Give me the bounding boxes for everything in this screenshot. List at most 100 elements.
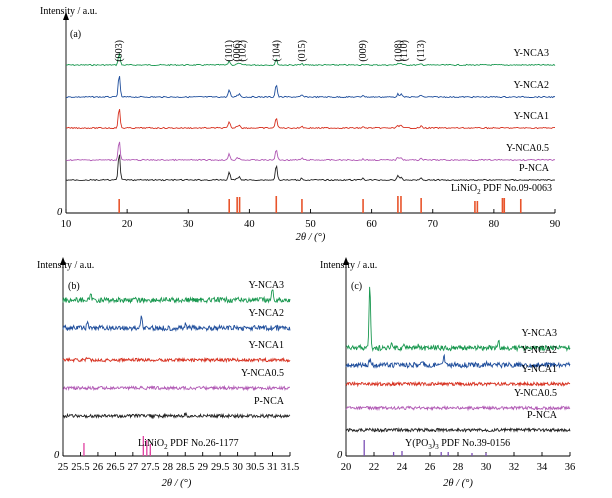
x-tick-label: 10 <box>61 219 72 230</box>
series-trace <box>62 356 291 364</box>
peak-index-label: (003) <box>114 40 125 62</box>
reference-label-rest: PDF No.09-0063 <box>481 183 552 194</box>
reference-label: Y(PO3)3 PDF No.39-0156 <box>405 438 510 451</box>
series-label: P-NCA <box>254 396 285 407</box>
series-label: Y-NCA0.5 <box>514 388 557 399</box>
x-tick-label: 36 <box>565 462 576 473</box>
x-tick-label: 20 <box>341 462 352 473</box>
peak-index-label: (102) <box>238 40 249 62</box>
y-axis-label: Intensity / a.u. <box>320 260 377 271</box>
x-tick-label: 20 <box>122 219 133 230</box>
reference-label-sub2: 3 <box>435 443 439 451</box>
series-trace <box>65 154 556 182</box>
x-tick-label: 28.5 <box>176 462 194 473</box>
series-trace <box>65 108 556 130</box>
x-tick-label: 30 <box>232 462 243 473</box>
series-label: Y-NCA2 <box>521 345 557 356</box>
reference-label-rest: ) <box>432 438 435 449</box>
x-tick-label: 26.5 <box>106 462 124 473</box>
series-label: Y-NCA0.5 <box>241 368 284 379</box>
series-label: Y-NCA3 <box>248 280 284 291</box>
reference-label-main: Y(PO <box>405 438 428 449</box>
x-tick-label: 50 <box>305 219 316 230</box>
x-tick-label: 27 <box>128 462 139 473</box>
x-tick-label: 24 <box>397 462 408 473</box>
x-axis-label: 2θ / (°) <box>296 232 326 243</box>
x-tick-label: 31 <box>267 462 278 473</box>
series-trace <box>65 75 556 99</box>
x-tick-label: 28 <box>163 462 174 473</box>
x-tick-label: 70 <box>428 219 439 230</box>
x-tick-label: 31.5 <box>281 462 299 473</box>
peak-index-label: (101) <box>224 40 235 62</box>
series-label: P-NCA <box>527 410 558 421</box>
reference-label-tail: PDF No.39-0156 <box>439 438 510 449</box>
origin-zero-label: 0 <box>337 450 343 461</box>
x-tick-label: 29.5 <box>211 462 229 473</box>
y-axis-arrow <box>343 257 349 265</box>
series-trace <box>65 141 556 162</box>
panel-letter: (a) <box>70 29 81 40</box>
series-label: Y-NCA1 <box>513 111 549 122</box>
series-trace <box>65 52 556 67</box>
origin-zero-label: 0 <box>57 207 63 218</box>
y-axis-label: Intensity / a.u. <box>37 260 94 271</box>
x-tick-label: 40 <box>244 219 255 230</box>
series-trace <box>62 384 290 392</box>
x-tick-label: 26 <box>93 462 104 473</box>
reference-label-main: LiNiO <box>451 183 477 194</box>
x-tick-label: 25.5 <box>71 462 89 473</box>
series-trace <box>62 315 291 333</box>
x-tick-label: 80 <box>489 219 500 230</box>
x-tick-label: 27.5 <box>141 462 159 473</box>
panel-letter: (b) <box>68 281 80 292</box>
reference-label: LiNiO2 PDF No.09-0063 <box>451 183 552 196</box>
series-trace <box>62 411 291 420</box>
peak-index-label: (113) <box>416 40 427 61</box>
x-tick-label: 28 <box>453 462 464 473</box>
x-tick-label: 30.5 <box>246 462 264 473</box>
x-axis-label: 2θ / (°) <box>443 478 473 489</box>
y-axis-arrow <box>63 12 69 20</box>
panel-letter: (c) <box>351 281 362 292</box>
x-axis-label: 2θ / (°) <box>162 478 192 489</box>
series-label: Y-NCA2 <box>513 80 549 91</box>
x-tick-label: 32 <box>509 462 520 473</box>
series-trace <box>345 427 571 434</box>
reference-label-rest: PDF No.26-1177 <box>168 438 239 449</box>
x-tick-label: 22 <box>369 462 380 473</box>
x-tick-label: 30 <box>481 462 492 473</box>
y-axis-label: Intensity / a.u. <box>40 6 97 17</box>
panel-b: Intensity / a.u. (b) 025 25.5 26 26.5 27 27.5 28… <box>37 257 299 489</box>
peak-index-label: (110) <box>399 40 410 61</box>
x-tick-label: 30 <box>183 219 194 230</box>
peak-index-label: (104) <box>271 40 282 62</box>
series-trace <box>345 380 571 388</box>
peak-index-label: (108) <box>394 40 405 62</box>
x-tick-label: 25 <box>58 462 69 473</box>
x-tick-label: 60 <box>366 219 377 230</box>
series-label: Y-NCA2 <box>248 308 284 319</box>
panel-a: Intensity / a.u. (a) 010 20 30 40 50 60 70 80 90 2θ… <box>40 6 560 243</box>
x-tick-label: 34 <box>537 462 548 473</box>
peak-index-label: (009) <box>358 40 369 62</box>
series-label: P-NCA <box>519 163 550 174</box>
panel-c: Intensity / a.u. (c) 020 22 24 26 28 30 32 34 36 2θ… <box>320 257 575 489</box>
x-tick-label: 29 <box>197 462 208 473</box>
series-label: Y-NCA0.5 <box>506 143 549 154</box>
reference-label-main: LiNiO <box>138 438 164 449</box>
series-trace <box>345 286 571 353</box>
x-tick-label: 90 <box>550 219 561 230</box>
reference-label-sub: 3 <box>428 443 432 451</box>
series-trace <box>345 405 571 412</box>
series-label: Y-NCA1 <box>248 340 284 351</box>
series-label: Y-NCA1 <box>521 364 557 375</box>
series-trace <box>62 289 291 305</box>
series-trace <box>345 353 571 369</box>
series-label: Y-NCA3 <box>513 48 549 59</box>
peak-index-label: (015) <box>297 40 308 62</box>
reference-label-sub: 2 <box>164 443 168 451</box>
origin-zero-label: 0 <box>54 450 60 461</box>
series-label: Y-NCA3 <box>521 328 557 339</box>
